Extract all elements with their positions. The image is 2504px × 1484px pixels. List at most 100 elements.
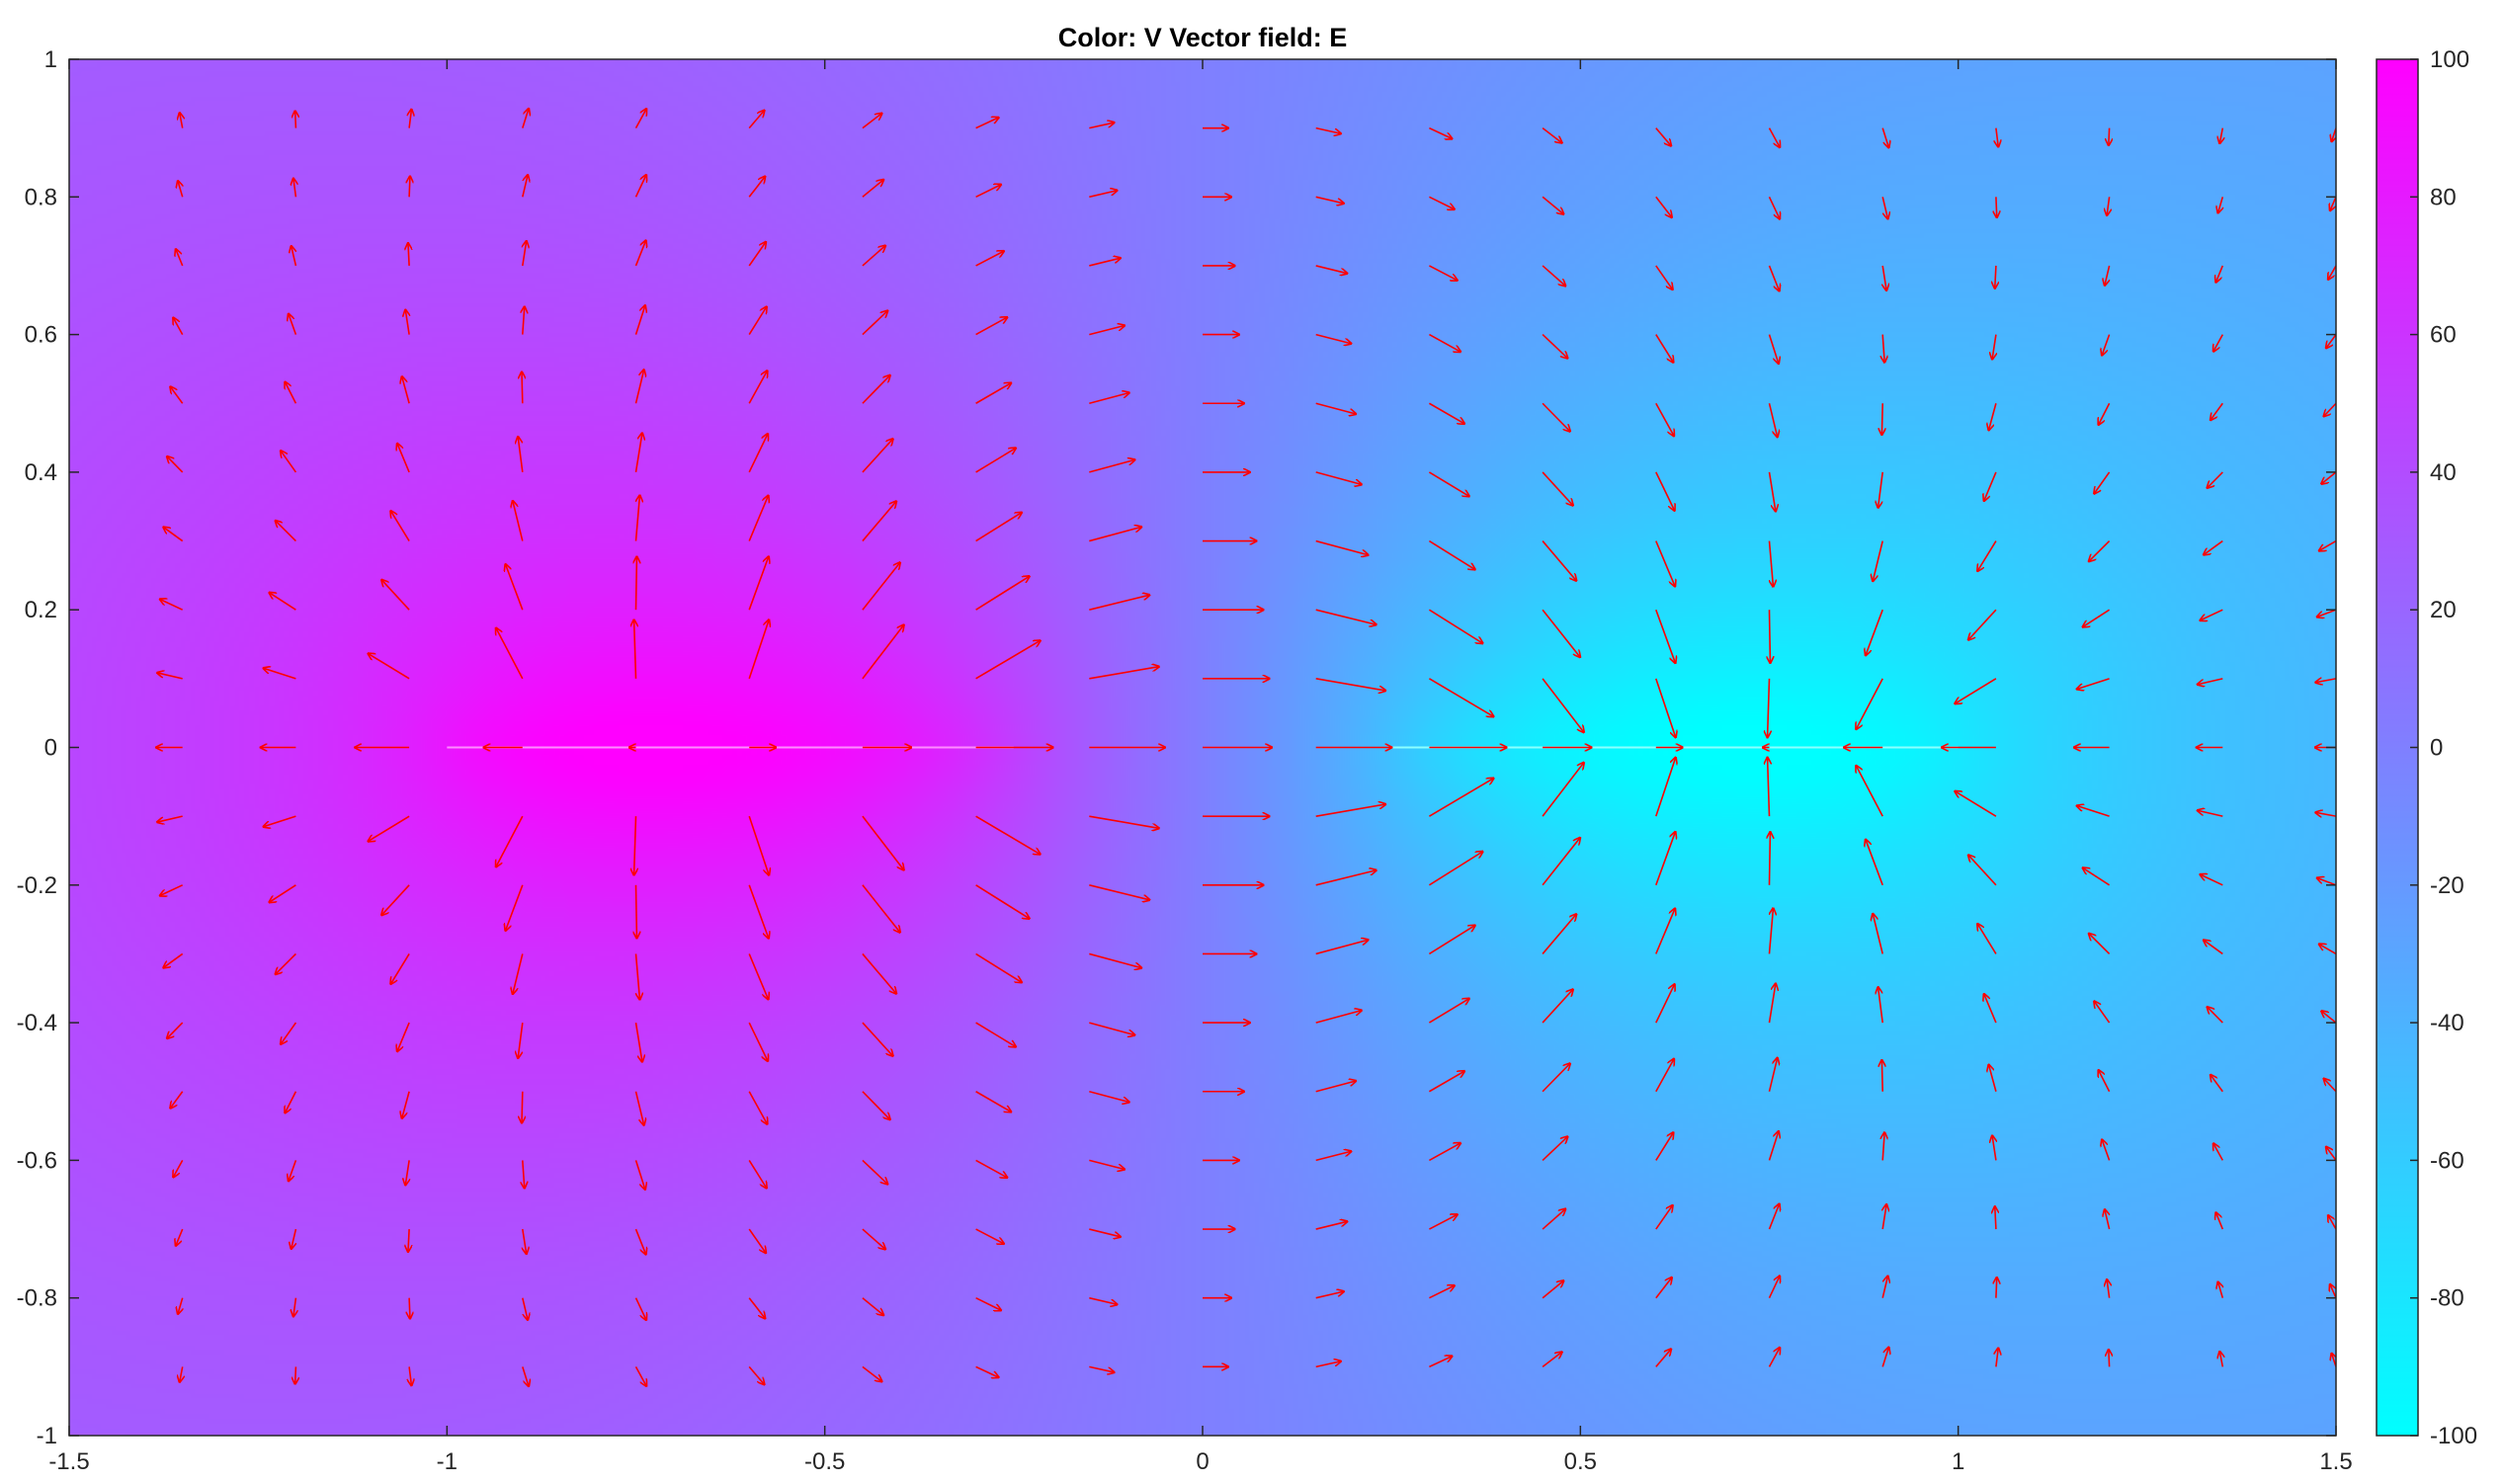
field-arrow — [2218, 1282, 2223, 1298]
field-arrow — [402, 376, 410, 404]
field-arrow — [2204, 940, 2223, 955]
field-arrow — [975, 1091, 1012, 1113]
y-tick-label: 1 — [44, 46, 57, 73]
field-arrow — [1655, 1205, 1673, 1230]
y-tick-label: 0.2 — [25, 597, 57, 623]
field-arrow — [1542, 127, 1562, 143]
field-arrow — [2099, 1070, 2111, 1093]
field-arrow — [2328, 265, 2336, 280]
field-arrow — [163, 528, 184, 542]
field-arrow — [1315, 1361, 1341, 1368]
field-arrow — [748, 1159, 767, 1188]
field-arrow — [173, 1160, 184, 1177]
field-arrow — [1655, 1349, 1671, 1367]
field-arrow — [1428, 779, 1493, 817]
field-arrow — [1542, 1063, 1570, 1093]
field-arrow — [293, 179, 295, 198]
plot-area — [69, 59, 2336, 1436]
field-arrow — [862, 1022, 893, 1056]
field-arrow — [2094, 1001, 2111, 1024]
y-tick-label: -0.8 — [17, 1285, 57, 1312]
field-arrow — [1989, 1065, 1997, 1092]
field-arrow — [496, 628, 524, 680]
x-tick-label: 0.5 — [1564, 1448, 1597, 1475]
field-arrow — [292, 246, 296, 267]
field-arrow — [409, 110, 411, 128]
field-arrow — [180, 113, 183, 128]
field-arrow — [381, 884, 410, 915]
field-arrow — [1428, 609, 1482, 643]
field-arrow — [1315, 940, 1369, 955]
colorbar-tick-label: 0 — [2430, 735, 2443, 762]
field-arrow — [2317, 609, 2336, 617]
field-arrow — [1089, 258, 1121, 267]
field-arrow — [1542, 471, 1573, 506]
field-arrow — [862, 1228, 885, 1249]
colorbar-tick-label: 40 — [2430, 459, 2457, 486]
field-arrow — [2315, 679, 2336, 683]
field-arrow — [1996, 127, 1998, 147]
field-arrow — [160, 599, 184, 611]
field-arrow — [276, 521, 296, 542]
field-arrow — [1968, 609, 1997, 639]
field-arrow — [269, 593, 296, 611]
field-arrow — [1655, 832, 1676, 886]
colorbar-tick-label: 60 — [2430, 322, 2457, 349]
field-arrow — [2105, 1209, 2110, 1230]
field-arrow — [1881, 1277, 1887, 1298]
field-arrow — [513, 953, 524, 994]
field-arrow — [1542, 838, 1580, 886]
field-arrow — [975, 1296, 1001, 1311]
field-arrow — [522, 175, 528, 198]
y-tick-label: -0.6 — [17, 1147, 57, 1174]
field-arrow — [1881, 1060, 1882, 1092]
field-arrow — [2213, 1143, 2224, 1161]
field-arrow — [634, 175, 646, 198]
field-arrow — [748, 177, 765, 198]
field-arrow — [1768, 540, 1774, 587]
field-arrow — [1315, 265, 1348, 274]
field-arrow — [1768, 403, 1778, 437]
field-arrow — [2219, 127, 2222, 143]
field-arrow — [1866, 609, 1883, 655]
field-arrow — [748, 111, 764, 129]
field-arrow — [1089, 815, 1158, 828]
field-arrow — [2089, 934, 2111, 955]
field-arrow — [975, 513, 1022, 542]
field-arrow — [1878, 987, 1883, 1024]
field-arrow — [295, 111, 296, 128]
field-arrow — [2204, 539, 2223, 555]
field-arrow — [1542, 989, 1573, 1024]
field-arrow — [748, 1228, 766, 1253]
field-arrow — [1315, 1151, 1352, 1162]
field-arrow — [1315, 1081, 1356, 1093]
y-tick-label: 0.6 — [25, 322, 57, 349]
field-arrow — [506, 564, 524, 611]
field-arrow — [496, 815, 524, 866]
field-arrow — [1655, 1278, 1672, 1299]
vector-field — [156, 109, 2336, 1386]
field-arrow — [2198, 810, 2223, 817]
field-arrow — [390, 953, 410, 983]
field-arrow — [281, 451, 297, 473]
field-arrow — [1315, 678, 1385, 691]
field-arrow — [2211, 1075, 2223, 1093]
field-arrow — [1996, 1278, 1997, 1298]
field-arrow — [1882, 265, 1886, 290]
field-arrow — [2109, 127, 2110, 145]
field-arrow — [975, 251, 1004, 267]
field-arrow — [1996, 197, 1997, 217]
field-arrow — [1429, 1357, 1452, 1368]
field-arrow — [862, 439, 893, 473]
x-tick-label: -1.5 — [48, 1448, 89, 1475]
field-arrow — [1315, 126, 1341, 134]
field-arrow — [285, 1091, 297, 1113]
field-arrow — [390, 511, 410, 541]
field-arrow — [862, 884, 900, 933]
field-arrow — [2219, 1352, 2222, 1367]
field-arrow — [1768, 334, 1779, 364]
field-arrow — [748, 953, 768, 999]
field-arrow — [1655, 758, 1676, 817]
field-arrow — [634, 109, 647, 129]
field-arrow — [523, 1228, 527, 1254]
